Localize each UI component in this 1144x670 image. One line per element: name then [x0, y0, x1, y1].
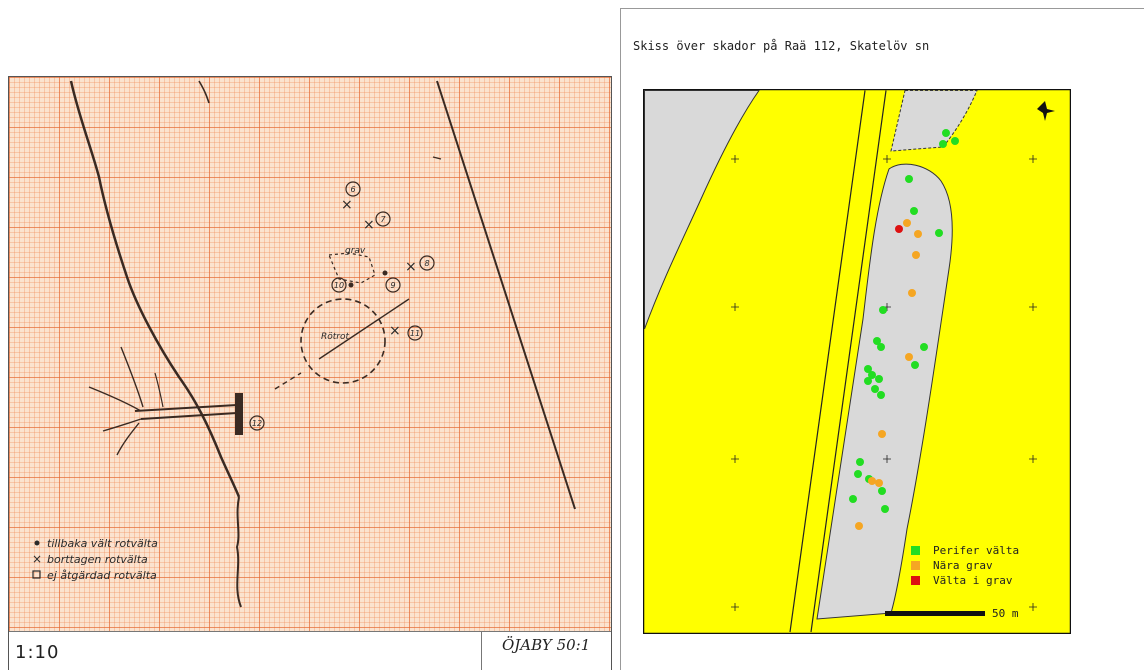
map-title: Skiss över skador på Raä 112, Skatelöv s… [633, 39, 930, 53]
legend-item-3: ej åtgärdad rotvälta [47, 569, 157, 582]
left-clearing [644, 90, 760, 330]
road-left-edge [789, 90, 866, 633]
points-nara-grav [855, 219, 922, 530]
north-arrow-icon [1037, 101, 1055, 121]
legend-i-grav-label: Välta i grav [933, 574, 1013, 587]
map-legend: Perifer välta Nära grav Välta i grav [911, 544, 1019, 587]
svg-text:9: 9 [390, 281, 395, 290]
circle-tangent-line [318, 298, 410, 360]
svg-text:×: × [405, 259, 417, 275]
scale-bar-label: 50 m [992, 607, 1019, 620]
legend-perifer-label: Perifer välta [933, 544, 1019, 557]
legend-nara-label: Nära grav [933, 559, 993, 572]
legend-item-1: tillbaka vält rotvälta [47, 537, 158, 550]
point-11: × 11 [389, 323, 423, 341]
road-right-edge [810, 90, 887, 633]
legend-dot-icon [34, 540, 40, 546]
sketch-legend: tillbaka vält rotvälta × borttagen rotvä… [32, 537, 158, 582]
svg-text:×: × [341, 197, 353, 213]
left-boundary-line [69, 80, 241, 498]
left-boundary-line-lower [235, 496, 242, 608]
fallen-tree-12 [88, 346, 243, 456]
points-i-grav [895, 225, 903, 233]
right-boundary-line [436, 80, 576, 510]
scale-bar [885, 611, 985, 616]
sheet-label: ÖJABY 50:1 [502, 636, 591, 654]
monument-area [816, 163, 953, 620]
scale-label: 1:10 [15, 642, 60, 663]
point-8: × 8 [405, 255, 435, 275]
point-7: × 7 [363, 211, 391, 233]
gis-map-panel: Skiss över skador på Raä 112, Skatelöv s… [620, 8, 1144, 670]
svg-text:11: 11 [410, 329, 420, 338]
sheet-label-box: ÖJABY 50:1 [481, 632, 611, 670]
legend-i-grav-swatch [911, 576, 920, 585]
svg-text:×: × [363, 217, 375, 233]
point-9: 9 [382, 270, 401, 293]
annotation-rot: Rötrot [321, 332, 349, 342]
sketch-drawing: Rötrot grav × 6 × 7 × 8 9 10 [32, 80, 576, 608]
scale-box: 1:10 ÖJABY 50:1 [9, 631, 611, 670]
top-right-clearing [890, 90, 978, 152]
svg-text:7: 7 [380, 215, 386, 224]
point-6: × 6 [341, 181, 361, 213]
legend-square-icon [32, 570, 41, 579]
legend-perifer-swatch [911, 546, 920, 555]
map-canvas: Perifer välta Nära grav Välta i grav 50 … [643, 89, 1071, 634]
legend-cross-icon: × [32, 552, 42, 566]
legend-nara-swatch [911, 561, 920, 570]
svg-text:12: 12 [252, 419, 262, 428]
grave-outline [328, 252, 376, 284]
points-perifer [849, 129, 959, 513]
hand-sketch-panel: Rötrot grav × 6 × 7 × 8 9 10 [8, 76, 612, 670]
point-10: 10 [331, 277, 354, 293]
dashed-circle [300, 298, 386, 384]
dashed-line-left [274, 372, 302, 390]
small-mark [432, 156, 442, 160]
legend-item-2: borttagen rotvälta [47, 553, 148, 566]
svg-text:8: 8 [424, 259, 429, 268]
point-12: 12 [249, 415, 265, 431]
svg-text:×: × [389, 323, 401, 339]
svg-text:6: 6 [350, 185, 355, 194]
svg-text:10: 10 [334, 281, 344, 290]
top-stroke [198, 80, 210, 104]
annotation-grav: grav [345, 246, 366, 256]
